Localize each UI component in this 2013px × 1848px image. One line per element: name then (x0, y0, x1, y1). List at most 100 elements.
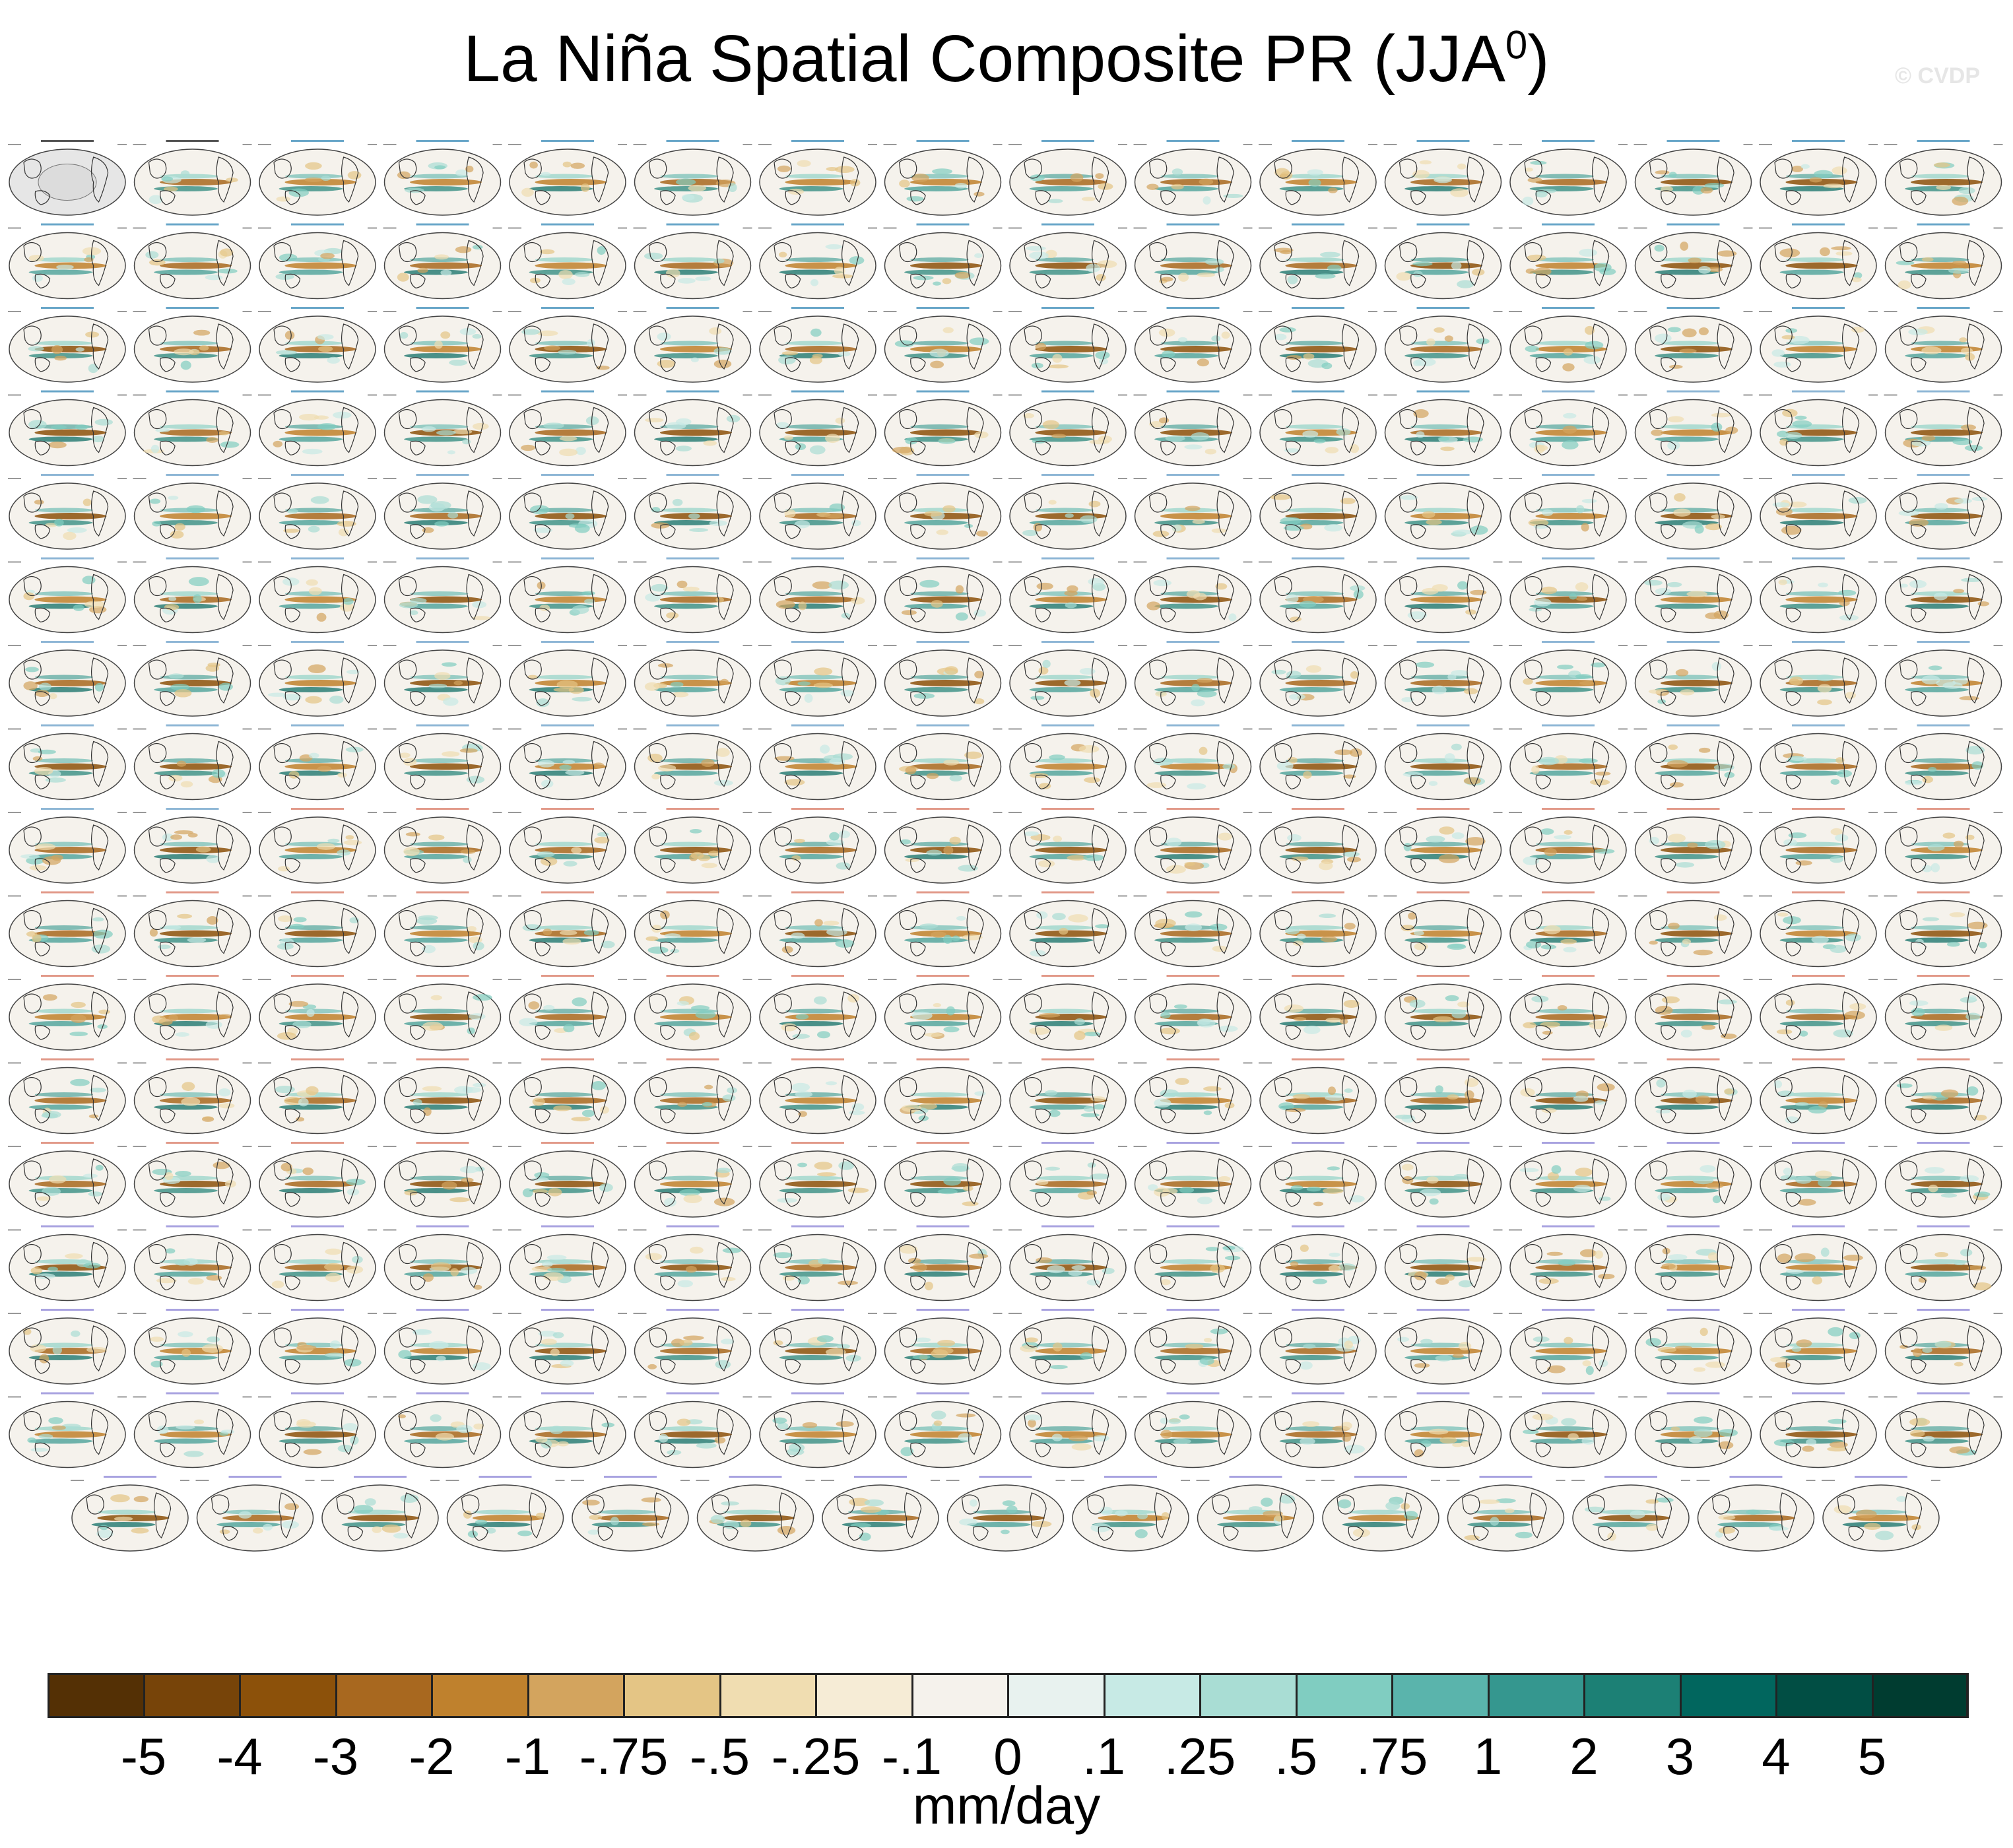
coastline (535, 691, 551, 706)
anomaly-blob (30, 1267, 43, 1274)
panel-title-mark (916, 1058, 970, 1061)
anomaly-blob (1912, 1348, 1923, 1358)
anomaly-blob (1563, 946, 1577, 953)
panel-title-mark (666, 140, 719, 142)
panel-period-mark (1884, 478, 1898, 479)
panel-title-mark (541, 808, 594, 810)
panel-title-mark (666, 1309, 719, 1311)
panel-title-mark (1792, 1142, 1845, 1144)
anomaly-blob (275, 350, 297, 355)
panel-stat-mark (242, 227, 252, 229)
anomaly-blob (1286, 671, 1302, 678)
anomaly-blob (83, 1173, 98, 1179)
anomaly-blob (1575, 505, 1585, 513)
panel-title-mark (1666, 1392, 1720, 1395)
panel-period-mark (446, 1480, 459, 1481)
anomaly-blob (949, 775, 962, 782)
anomaly-blob (1589, 779, 1610, 785)
wet-band (1029, 520, 1094, 525)
coastline (1342, 323, 1360, 370)
coastline (273, 826, 292, 847)
coastline (716, 824, 734, 871)
panel-period-mark (71, 1480, 84, 1481)
anomaly-blob (82, 498, 92, 506)
anomaly-blob (1581, 498, 1597, 504)
map-panel (1259, 223, 1377, 300)
equatorial-dry-band (1785, 596, 1858, 603)
colorbar-bin (911, 1673, 1008, 1718)
panel-title-mark (666, 1225, 719, 1228)
wet-band (1036, 341, 1094, 346)
anomaly-blob (955, 612, 968, 621)
panel-period-mark (1383, 979, 1397, 980)
coastline (1216, 741, 1234, 787)
panel-stat-mark (1305, 1480, 1315, 1481)
anomaly-blob (1115, 1510, 1128, 1517)
anomaly-blob (1772, 502, 1790, 508)
coastline (523, 242, 542, 263)
anomaly-blob (968, 1253, 989, 1259)
panel-title-mark (1041, 390, 1094, 393)
wet-band (654, 1021, 718, 1026)
map-panel (1383, 223, 1503, 300)
coastline (1035, 691, 1051, 706)
panel-title-mark (1542, 474, 1595, 476)
panel-period-mark (758, 1396, 772, 1398)
coastline (1342, 574, 1360, 620)
anomaly-blob (48, 441, 67, 449)
panel-stat-mark (1743, 979, 1753, 980)
anomaly-blob (976, 530, 989, 537)
panel-period-mark (8, 561, 21, 563)
wet-band (285, 341, 343, 346)
panel-title-mark (1166, 891, 1220, 894)
anomaly-blob (1579, 680, 1594, 686)
anomaly-blob (298, 1098, 309, 1107)
anomaly-blob (672, 498, 683, 506)
anomaly-blob (449, 1197, 471, 1203)
anomaly-blob (1328, 1265, 1341, 1272)
wet-band (654, 687, 718, 692)
anomaly-blob (1781, 335, 1795, 340)
equatorial-dry-band (222, 1515, 295, 1521)
equatorial-dry-band (535, 1348, 607, 1354)
anomaly-blob (150, 1336, 164, 1342)
map-panel (1071, 1476, 1190, 1552)
panel-title-mark (291, 1392, 344, 1395)
coastline (216, 991, 234, 1038)
anomaly-blob (1470, 525, 1488, 535)
panel-period-mark (1884, 1146, 1898, 1147)
coastline (1160, 607, 1176, 623)
anomaly-blob (1434, 327, 1445, 333)
wet-band (785, 257, 843, 262)
map-panel (1759, 1309, 1878, 1385)
wet-band (1410, 257, 1469, 262)
panel-title-mark (166, 390, 219, 393)
wet-band (1154, 770, 1218, 776)
anomaly-blob (1161, 1512, 1170, 1520)
panel-period-mark (133, 728, 147, 730)
coastline (284, 774, 301, 790)
coastline (23, 659, 42, 680)
coastline (648, 659, 667, 680)
anomaly-blob (1059, 927, 1069, 935)
map-panel (321, 1476, 440, 1552)
coastline (1842, 824, 1860, 871)
coastline (898, 993, 917, 1014)
panel-period-mark (508, 561, 521, 563)
equatorial-dry-band (1160, 179, 1233, 185)
anomaly-blob (1668, 172, 1677, 178)
anomaly-blob (1312, 1278, 1327, 1284)
anomaly-blob (537, 330, 558, 337)
anomaly-blob (110, 1494, 130, 1503)
wet-band (410, 591, 469, 596)
coastline (1911, 190, 1927, 205)
panel-title-mark (1166, 724, 1220, 727)
map-panel (133, 474, 252, 550)
panel-title-mark (1792, 641, 1845, 643)
anomaly-blob (580, 183, 590, 192)
anomaly-blob (930, 360, 944, 369)
panel-period-mark (8, 979, 21, 980)
panel-title-mark (791, 1392, 844, 1395)
coastline (160, 524, 176, 539)
anomaly-blob (562, 278, 576, 285)
